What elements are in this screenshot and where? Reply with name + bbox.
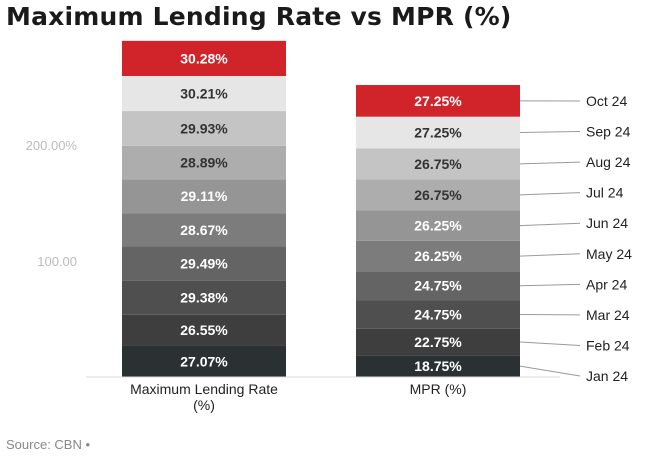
data-label: 26.25%	[414, 248, 462, 264]
data-label: 29.11%	[181, 188, 228, 204]
legend-leader-line	[519, 253, 581, 257]
legend-label: Jul 24	[586, 185, 624, 201]
legend-leader-line	[519, 283, 581, 287]
bar-segment	[356, 271, 520, 301]
data-label: 28.89%	[180, 155, 228, 171]
category-label: (%)	[193, 397, 215, 413]
data-label: 24.75%	[414, 306, 462, 322]
bar-segment	[122, 314, 286, 346]
data-label: 24.75%	[414, 278, 462, 294]
bar-segment	[122, 75, 286, 112]
legend-label: Apr 24	[586, 276, 627, 292]
chart-title: Maximum Lending Rate vs MPR (%)	[6, 2, 512, 31]
bar-segment	[356, 116, 520, 149]
legend-label: Jan 24	[586, 368, 628, 384]
data-label: 26.55%	[180, 322, 228, 338]
legend-label: Jun 24	[586, 215, 628, 231]
legend-leader-line	[519, 341, 581, 346]
bar-segment	[356, 300, 520, 329]
y-tick-label: 100.00	[37, 254, 77, 269]
bar-segment	[122, 280, 286, 315]
bar-segment	[122, 179, 286, 214]
legend-label: Sep 24	[586, 124, 631, 140]
category-label: Maximum Lending Rate	[130, 381, 278, 397]
bar-segment	[356, 210, 520, 241]
bar-segment	[356, 179, 520, 211]
legend-leader-line	[519, 161, 581, 165]
data-label: 29.93%	[180, 120, 228, 136]
bar-segment	[356, 328, 520, 356]
data-label: 29.38%	[180, 290, 228, 306]
bar-segment	[122, 40, 286, 76]
source-note: Source: CBN •	[6, 437, 91, 452]
data-label: 28.67%	[180, 222, 228, 238]
legend-leader-line	[519, 192, 581, 196]
data-label: 29.49%	[180, 256, 228, 272]
legend-leader-line	[519, 131, 581, 133]
data-label: 30.28%	[180, 50, 228, 66]
bar-segment	[122, 345, 286, 377]
data-label: 26.25%	[414, 218, 462, 234]
data-label: 27.07%	[180, 353, 228, 369]
bar-segment	[122, 145, 286, 180]
bar-segment	[356, 240, 520, 272]
legend-leader-line	[519, 365, 581, 377]
data-label: 26.75%	[414, 156, 462, 172]
data-label: 18.75%	[414, 358, 462, 374]
data-label: 27.25%	[414, 93, 462, 109]
legend-label: Aug 24	[586, 154, 631, 170]
bar-segment	[356, 355, 520, 377]
bar-segment	[356, 85, 520, 117]
legend-label: May 24	[586, 246, 632, 262]
data-label: 30.21%	[180, 86, 228, 102]
data-label: 27.25%	[414, 124, 462, 140]
legend-leader-line	[519, 222, 581, 227]
bar-segment	[122, 246, 286, 281]
data-label: 26.75%	[414, 187, 462, 203]
bar-segment	[122, 111, 286, 146]
category-label: MPR (%)	[410, 381, 467, 397]
y-tick-label: 200.00%	[26, 138, 78, 153]
legend-label: Mar 24	[586, 307, 630, 323]
bar-segment	[356, 148, 520, 180]
bar-segment	[122, 213, 286, 247]
legend-label: Oct 24	[586, 93, 627, 109]
legend-label: Feb 24	[586, 337, 630, 353]
data-label: 22.75%	[414, 334, 462, 350]
